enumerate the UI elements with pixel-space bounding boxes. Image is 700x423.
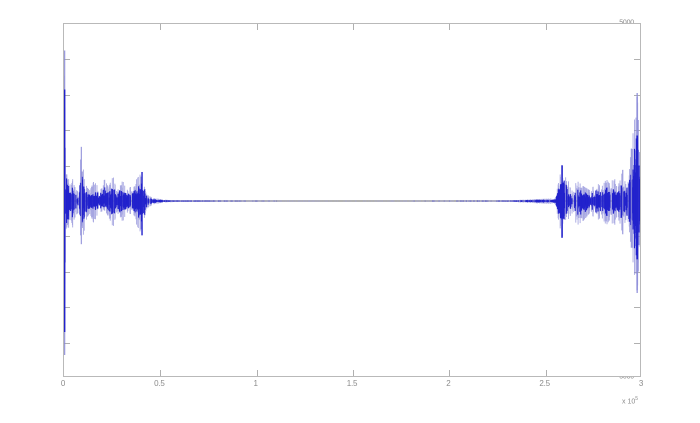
- y-tick-mark: [64, 342, 70, 344]
- x-tick-label: 0: [60, 379, 66, 388]
- y-tick-mark: [64, 59, 70, 61]
- x-tick-mark: [256, 370, 258, 376]
- x-tick-mark: [353, 370, 354, 376]
- y-tick-label: -5000: [617, 373, 634, 381]
- x-tick-mark: [160, 24, 162, 30]
- x-tick-mark: [449, 24, 451, 30]
- waveform-canvas: [64, 24, 640, 376]
- y-tick-mark: [634, 307, 640, 309]
- x-tick-mark: [256, 24, 258, 30]
- x-tick-label: 3: [638, 379, 644, 388]
- y-tick-mark: [64, 307, 70, 309]
- x-tick-mark: [545, 370, 547, 376]
- x-axis-multiplier-text: x 10: [622, 398, 636, 406]
- x-tick-mark: [353, 24, 354, 30]
- plot-area: [63, 23, 641, 377]
- x-tick-label: 1.5: [346, 379, 358, 388]
- x-tick-mark: [160, 370, 162, 376]
- waveform-plot: [64, 50, 640, 355]
- y-tick-mark: [64, 165, 70, 167]
- x-tick-label: 0.5: [154, 379, 165, 388]
- y-tick-mark: [634, 342, 640, 344]
- y-tick-mark: [64, 236, 70, 238]
- waveform-core: [64, 109, 640, 295]
- y-tick-mark: [64, 130, 70, 132]
- x-tick-mark: [449, 370, 451, 376]
- x-axis-multiplier-label: x 105: [622, 396, 638, 405]
- x-tick-label: 2.5: [539, 379, 550, 388]
- y-tick-mark: [64, 94, 70, 96]
- y-tick-mark: [634, 59, 640, 61]
- x-tick-label: 2: [446, 379, 451, 388]
- x-axis-exponent-text: 5: [635, 396, 639, 402]
- x-tick-mark: [545, 24, 547, 30]
- x-tick-label: 1: [253, 379, 258, 388]
- y-tick-mark: [64, 271, 70, 273]
